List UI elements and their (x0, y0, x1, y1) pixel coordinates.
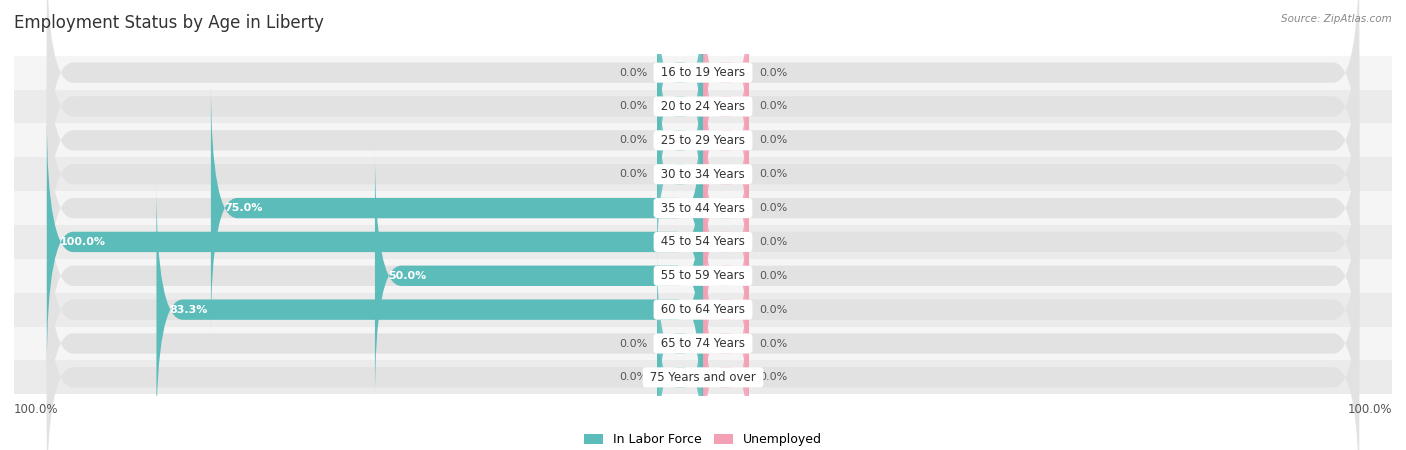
Bar (14, 292, 1392, 327)
Text: 100.0%: 100.0% (1347, 403, 1392, 416)
Text: Source: ZipAtlas.com: Source: ZipAtlas.com (1281, 14, 1392, 23)
Text: 0.0%: 0.0% (619, 338, 647, 348)
FancyBboxPatch shape (46, 117, 1360, 367)
Bar (14, 56, 1392, 90)
Bar (14, 225, 1392, 259)
FancyBboxPatch shape (46, 49, 1360, 300)
FancyBboxPatch shape (46, 184, 1360, 435)
FancyBboxPatch shape (703, 117, 749, 300)
Text: 0.0%: 0.0% (759, 237, 787, 247)
Bar (14, 259, 1392, 292)
FancyBboxPatch shape (156, 184, 703, 435)
Text: 16 to 19 Years: 16 to 19 Years (657, 66, 749, 79)
FancyBboxPatch shape (46, 218, 1360, 450)
FancyBboxPatch shape (211, 83, 703, 333)
FancyBboxPatch shape (703, 83, 749, 266)
FancyBboxPatch shape (703, 0, 749, 164)
Text: 65 to 74 Years: 65 to 74 Years (657, 337, 749, 350)
Text: 0.0%: 0.0% (619, 102, 647, 112)
FancyBboxPatch shape (703, 150, 749, 333)
Text: 0.0%: 0.0% (759, 338, 787, 348)
Text: 45 to 54 Years: 45 to 54 Years (657, 235, 749, 248)
FancyBboxPatch shape (657, 83, 703, 266)
Text: 0.0%: 0.0% (619, 373, 647, 382)
FancyBboxPatch shape (657, 15, 703, 198)
Text: 35 to 44 Years: 35 to 44 Years (657, 202, 749, 215)
Bar (14, 158, 1392, 191)
Text: 60 to 64 Years: 60 to 64 Years (657, 303, 749, 316)
FancyBboxPatch shape (375, 150, 703, 401)
FancyBboxPatch shape (657, 252, 703, 435)
Text: Employment Status by Age in Liberty: Employment Status by Age in Liberty (14, 14, 323, 32)
FancyBboxPatch shape (46, 0, 1360, 198)
FancyBboxPatch shape (657, 286, 703, 450)
FancyBboxPatch shape (46, 15, 1360, 266)
FancyBboxPatch shape (703, 49, 749, 232)
Text: 0.0%: 0.0% (759, 169, 787, 179)
Text: 83.3%: 83.3% (170, 305, 208, 315)
FancyBboxPatch shape (46, 252, 1360, 450)
Text: 50.0%: 50.0% (388, 271, 426, 281)
Text: 0.0%: 0.0% (619, 68, 647, 77)
Text: 0.0%: 0.0% (619, 135, 647, 145)
Text: 100.0%: 100.0% (14, 403, 59, 416)
Text: 0.0%: 0.0% (759, 102, 787, 112)
Text: 25 to 29 Years: 25 to 29 Years (657, 134, 749, 147)
FancyBboxPatch shape (46, 83, 1360, 333)
FancyBboxPatch shape (703, 15, 749, 198)
Text: 0.0%: 0.0% (759, 135, 787, 145)
FancyBboxPatch shape (657, 0, 703, 164)
Text: 75 Years and over: 75 Years and over (647, 371, 759, 384)
Text: 0.0%: 0.0% (759, 271, 787, 281)
Text: 0.0%: 0.0% (759, 305, 787, 315)
Text: 0.0%: 0.0% (759, 373, 787, 382)
Bar (14, 327, 1392, 360)
Text: 20 to 24 Years: 20 to 24 Years (657, 100, 749, 113)
FancyBboxPatch shape (703, 184, 749, 367)
Text: 0.0%: 0.0% (619, 169, 647, 179)
Text: 0.0%: 0.0% (759, 68, 787, 77)
Text: 75.0%: 75.0% (224, 203, 263, 213)
Bar (14, 360, 1392, 394)
Text: 100.0%: 100.0% (60, 237, 105, 247)
FancyBboxPatch shape (703, 218, 749, 401)
Bar (14, 191, 1392, 225)
FancyBboxPatch shape (703, 252, 749, 435)
Text: 55 to 59 Years: 55 to 59 Years (657, 269, 749, 282)
FancyBboxPatch shape (46, 117, 703, 367)
FancyBboxPatch shape (46, 0, 1360, 232)
FancyBboxPatch shape (657, 49, 703, 232)
Bar (14, 90, 1392, 123)
Bar (14, 123, 1392, 158)
Text: 30 to 34 Years: 30 to 34 Years (657, 168, 749, 181)
Text: 0.0%: 0.0% (759, 203, 787, 213)
FancyBboxPatch shape (46, 150, 1360, 401)
FancyBboxPatch shape (703, 286, 749, 450)
Legend: In Labor Force, Unemployed: In Labor Force, Unemployed (579, 428, 827, 450)
